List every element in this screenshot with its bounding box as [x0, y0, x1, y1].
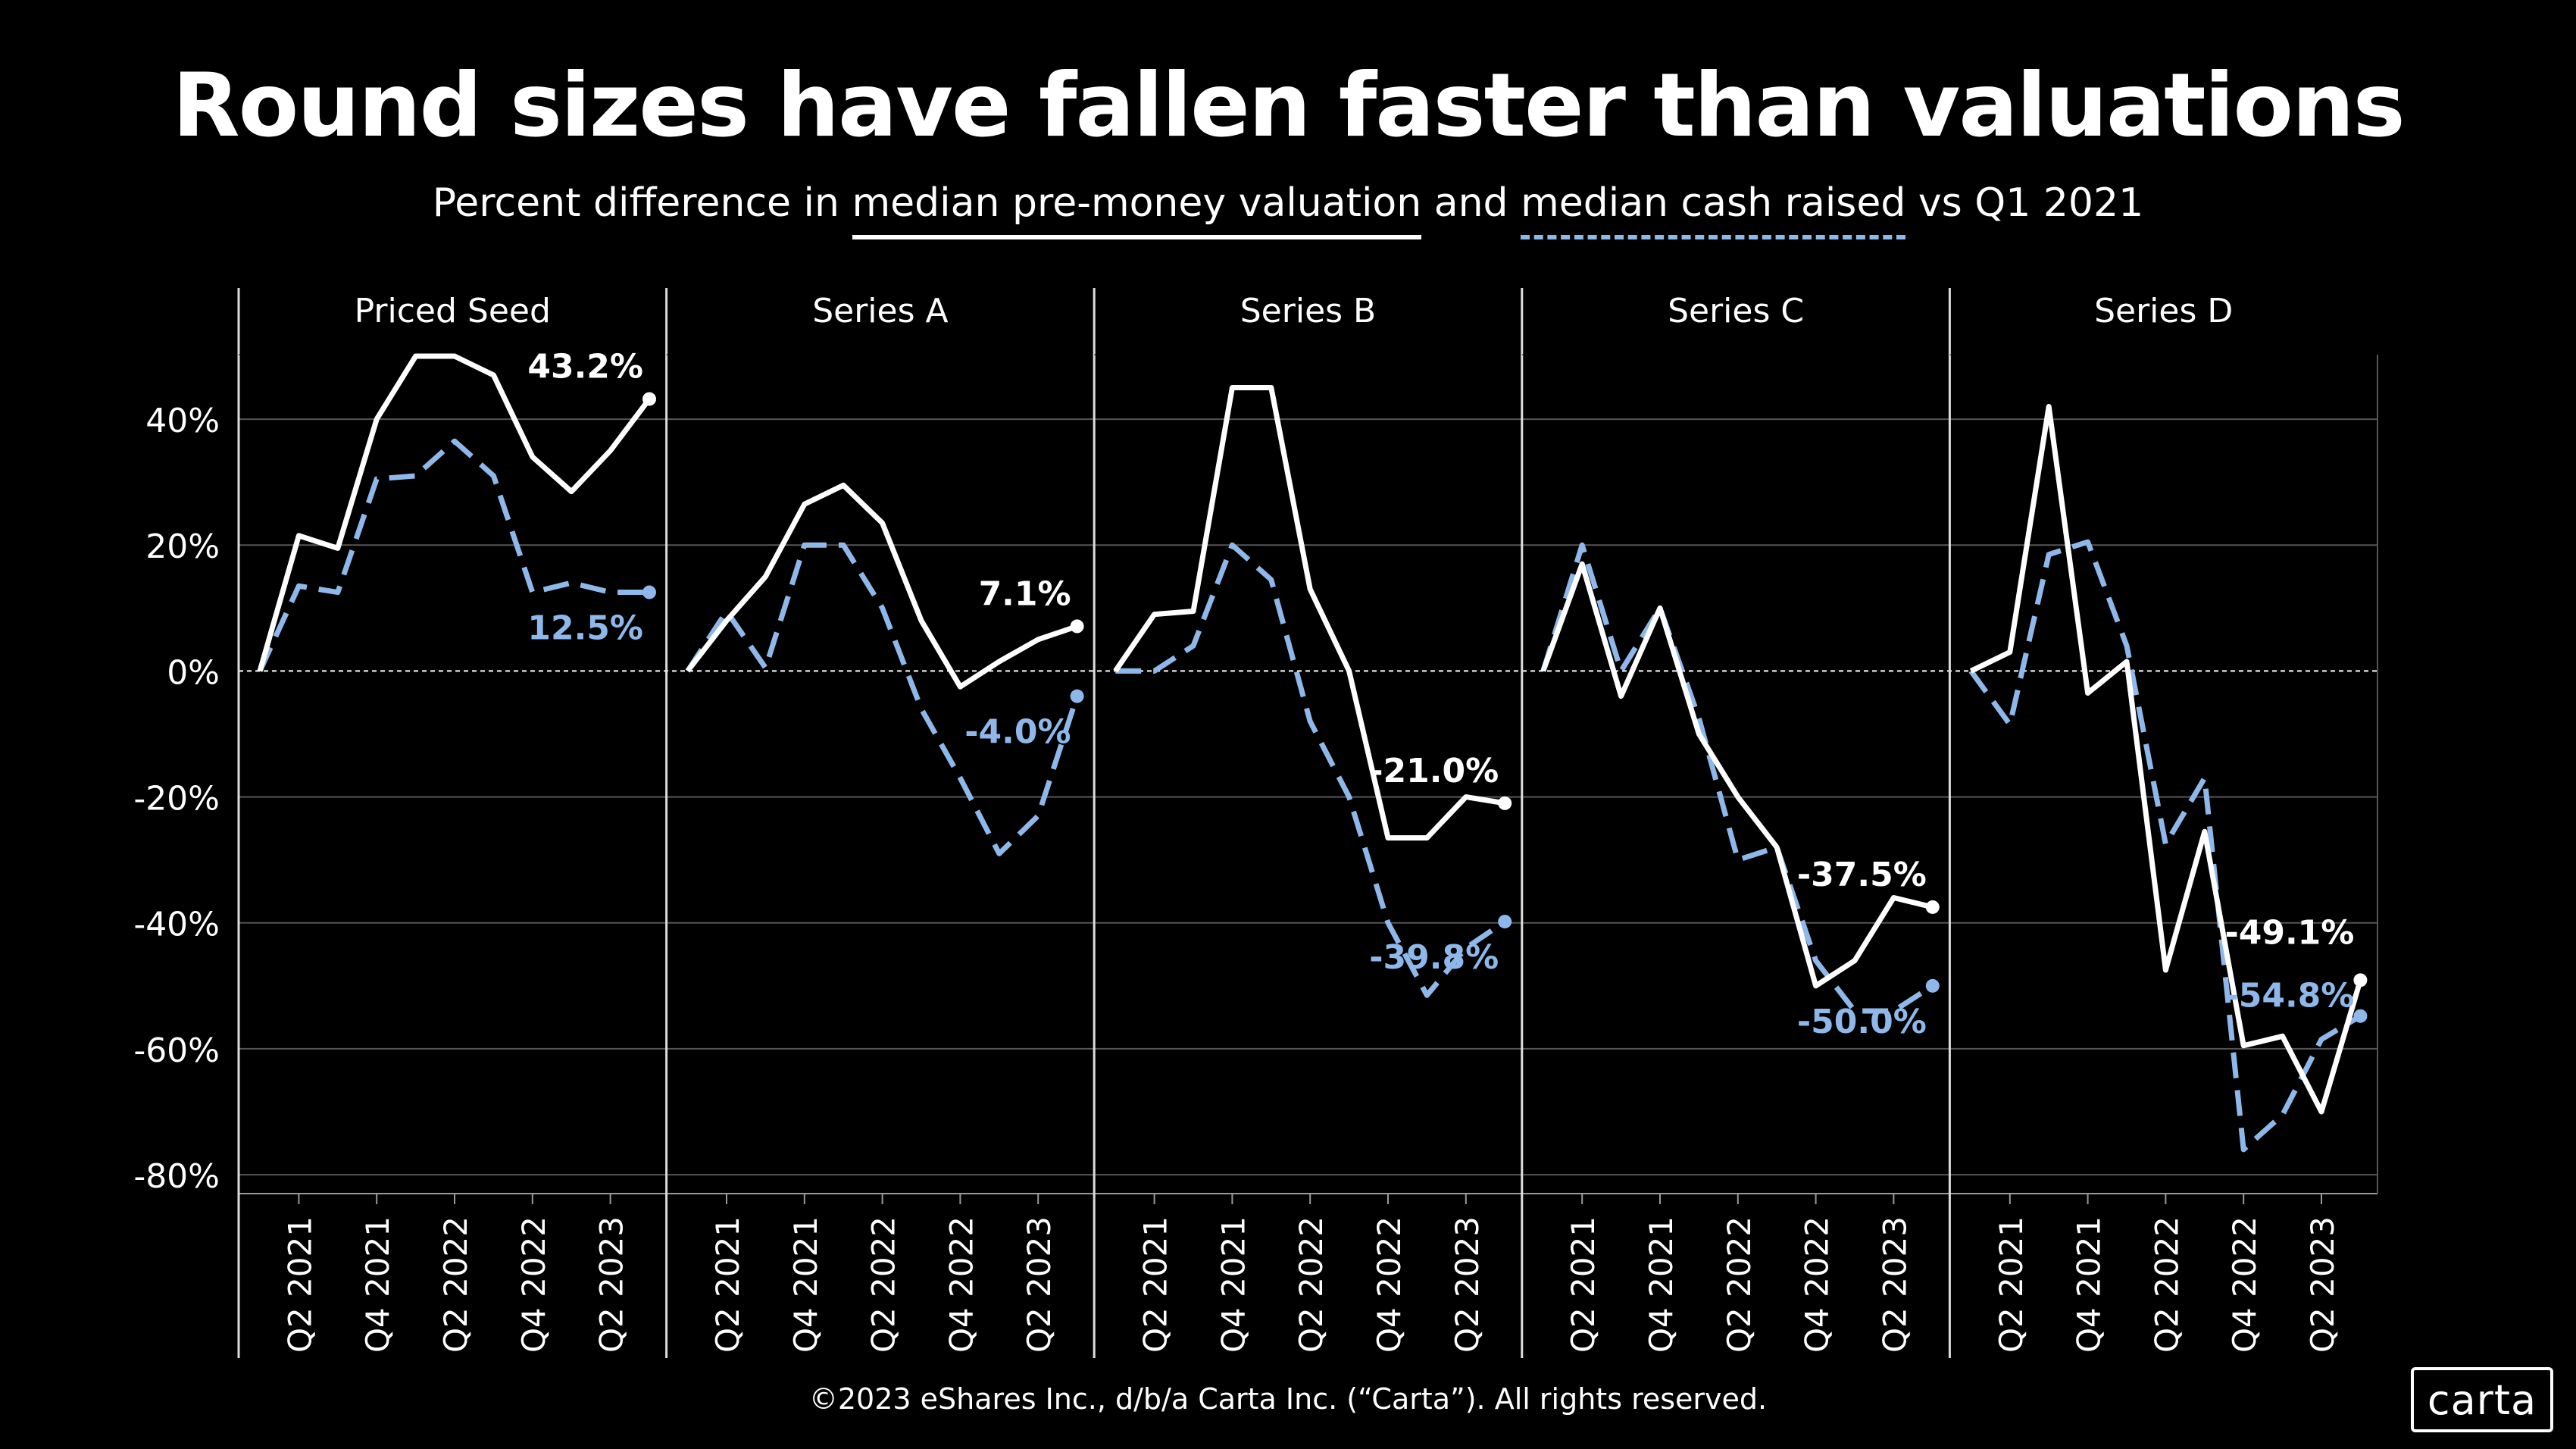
subtitle-suffix: vs Q1 2021 — [1905, 180, 2144, 226]
valuation-end-label: -49.1% — [2224, 913, 2354, 952]
copyright-footer: ©2023 eShares Inc., d/b/a Carta Inc. (“C… — [808, 1382, 1768, 1416]
cash-end-label: 12.5% — [527, 609, 643, 648]
valuation-end-label: -37.5% — [1797, 856, 1927, 894]
x-tick-label: Q2 2022 — [2148, 1216, 2185, 1353]
cash-series-line — [1115, 542, 1507, 998]
x-tick-label: Q4 2022 — [1371, 1216, 1408, 1353]
x-tick-label: Q4 2022 — [515, 1216, 552, 1353]
cash-end-point — [642, 585, 656, 599]
chart-subtitle: Percent difference in median pre-money v… — [0, 180, 2576, 239]
cash-end-point — [1925, 978, 1940, 993]
x-tick-label: Q2 2022 — [1293, 1216, 1330, 1353]
facet-title: Series C — [1668, 292, 1804, 330]
cash-end-point — [1498, 915, 1512, 929]
valuation-end-point — [1498, 796, 1512, 810]
valuation-end-point — [642, 392, 656, 406]
cash-series-line — [257, 438, 649, 672]
cash-end-label: -50.0% — [1797, 1003, 1927, 1041]
x-tick-label: Q2 2023 — [2304, 1216, 2341, 1353]
cash-end-point — [2353, 1009, 2368, 1023]
cash-series-line — [1968, 539, 2362, 1153]
valuation-series-line — [1113, 385, 1505, 841]
valuation-series-line — [1540, 561, 1934, 989]
x-tick-label: Q2 2021 — [281, 1216, 318, 1353]
legend-cash: median cash raised — [1521, 180, 1906, 239]
x-tick-label: Q4 2021 — [1215, 1216, 1252, 1353]
cash-end-label: -4.0% — [964, 713, 1071, 752]
x-tick-label: Q2 2021 — [1993, 1216, 2030, 1353]
carta-logo: carta — [2411, 1367, 2553, 1432]
x-tick-label: Q2 2021 — [1137, 1216, 1174, 1353]
x-tick-label: Q2 2023 — [1449, 1216, 1486, 1353]
y-tick-label: 0% — [167, 653, 220, 692]
valuation-end-point — [1925, 900, 1940, 914]
x-tick-label: Q4 2021 — [359, 1216, 396, 1353]
legend-valuation: median pre-money valuation — [852, 180, 1422, 239]
y-tick-label: -80% — [133, 1157, 220, 1196]
valuation-end-point — [2353, 973, 2368, 987]
x-tick-label: Q2 2023 — [1021, 1216, 1058, 1353]
facet-title: Series B — [1240, 292, 1376, 330]
valuation-end-label: 7.1% — [979, 574, 1071, 613]
valuation-end-label: -21.0% — [1369, 752, 1499, 790]
facet-title: Series D — [2094, 292, 2233, 330]
x-tick-label: Q4 2021 — [787, 1216, 824, 1353]
y-tick-label: 40% — [145, 402, 220, 440]
x-tick-label: Q2 2023 — [1876, 1216, 1913, 1353]
facet-title: Priced Seed — [355, 292, 551, 330]
x-tick-label: Q2 2022 — [1721, 1216, 1758, 1353]
facet-title: Series A — [812, 292, 948, 330]
chart-title: Round sizes have fallen faster than valu… — [172, 55, 2405, 157]
cash-end-label: -39.8% — [1369, 938, 1499, 977]
cash-series-line — [685, 542, 1080, 856]
x-tick-label: Q4 2022 — [1799, 1216, 1836, 1353]
valuation-end-point — [1070, 619, 1084, 634]
y-tick-label: -60% — [133, 1031, 220, 1070]
subtitle-prefix: Percent difference in — [432, 180, 852, 226]
x-tick-label: Q4 2021 — [2071, 1216, 2108, 1353]
y-tick-label: -40% — [133, 906, 220, 944]
cash-end-label: -54.8% — [2224, 977, 2354, 1016]
x-tick-label: Q2 2021 — [709, 1216, 746, 1353]
x-tick-label: Q4 2021 — [1643, 1216, 1680, 1353]
valuation-end-label: 43.2% — [527, 347, 643, 386]
x-tick-label: Q2 2023 — [593, 1216, 630, 1353]
x-tick-label: Q2 2021 — [1565, 1216, 1602, 1353]
y-tick-label: 20% — [145, 527, 220, 566]
x-tick-label: Q4 2022 — [943, 1216, 980, 1353]
cash-end-point — [1070, 689, 1084, 703]
y-tick-label: -20% — [133, 780, 220, 818]
x-tick-label: Q4 2022 — [2226, 1216, 2263, 1353]
valuation-series-line — [1969, 403, 2363, 1115]
x-tick-label: Q2 2022 — [865, 1216, 902, 1353]
valuation-series-line — [257, 353, 652, 672]
x-tick-label: Q2 2022 — [437, 1216, 474, 1353]
valuation-series-line — [685, 482, 1078, 690]
subtitle-and: and — [1421, 180, 1521, 226]
cash-series-line — [1540, 542, 1934, 1014]
